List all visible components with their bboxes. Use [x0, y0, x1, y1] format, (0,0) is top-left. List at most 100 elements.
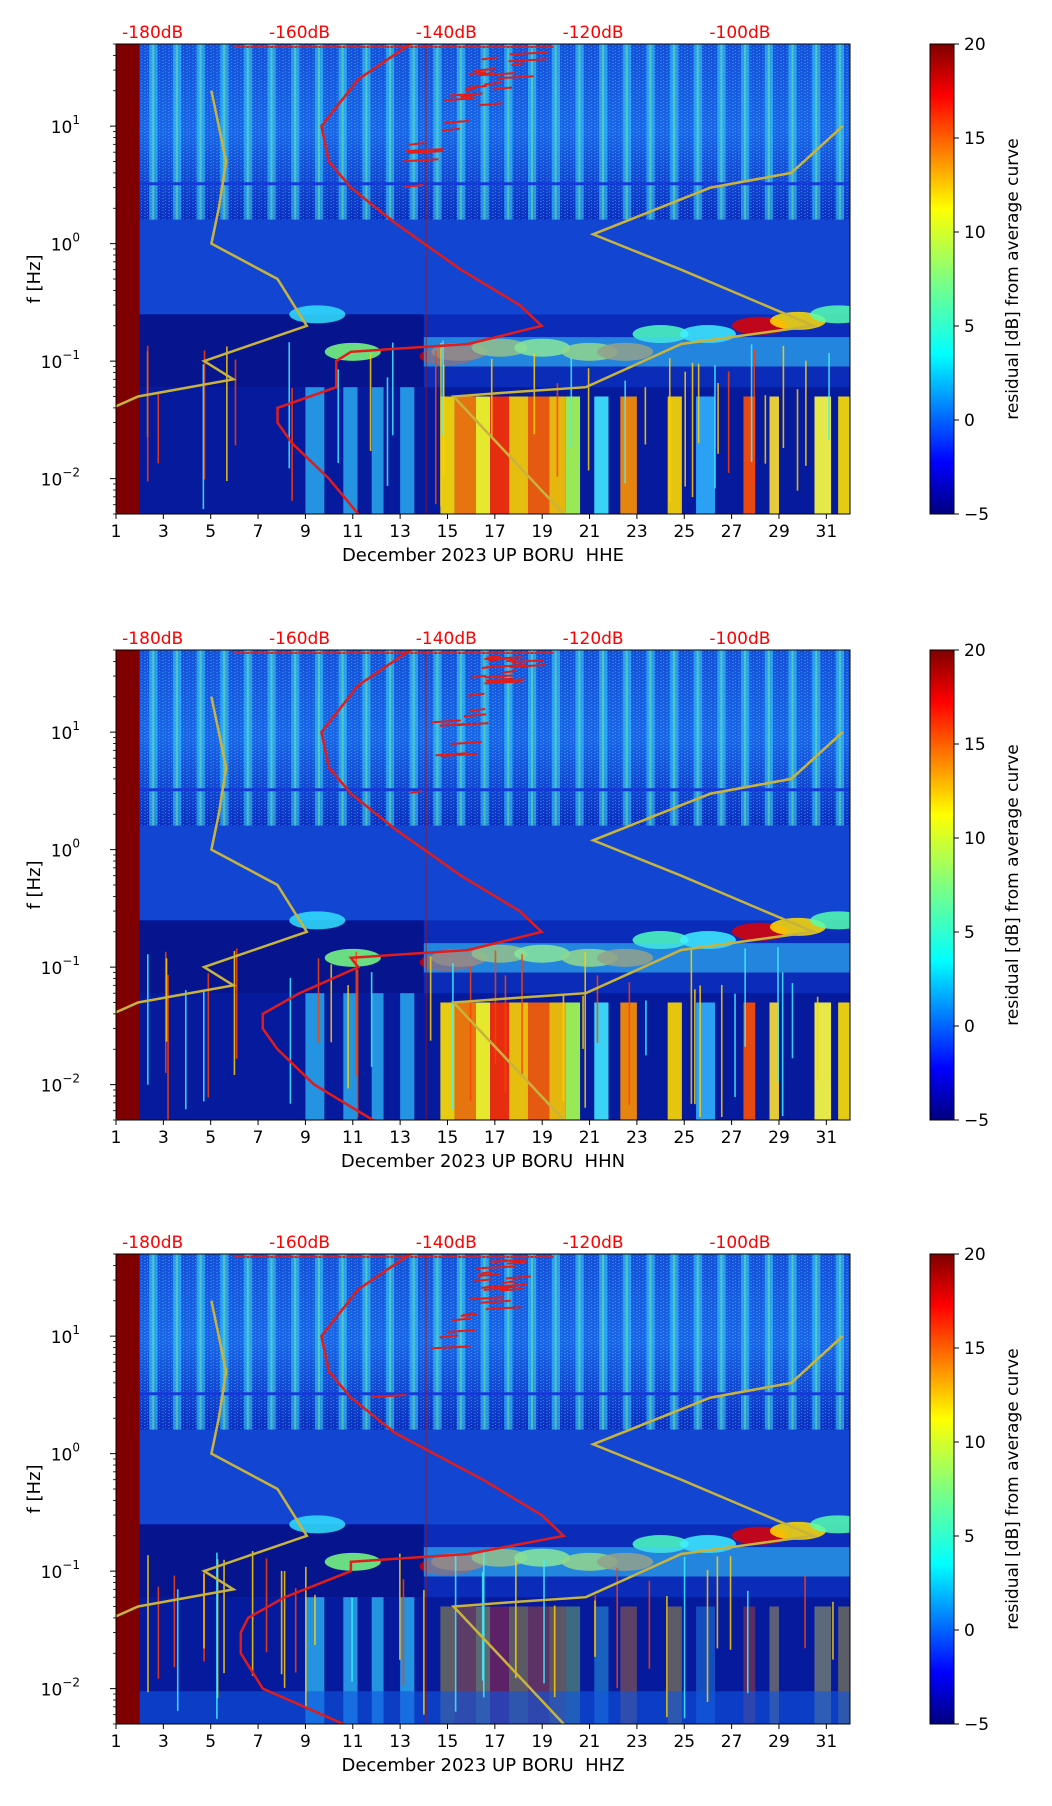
- red-curve-scatter: [502, 669, 517, 674]
- red-curve-scatter: [484, 81, 502, 86]
- y-tick-label: 100: [51, 1441, 80, 1466]
- daily-noise-stripe-core: [507, 44, 510, 220]
- x-tick-label: 7: [253, 1128, 264, 1148]
- red-curve-scatter: [505, 658, 517, 663]
- daily-noise-stripe: [267, 1254, 276, 1430]
- red-curve-scatter: [431, 719, 461, 724]
- transient-spike: [234, 359, 237, 446]
- red-curve-scatter: [492, 86, 513, 91]
- daily-noise-stripe: [409, 650, 418, 826]
- colorbar-tick-label: 0: [964, 1017, 975, 1037]
- x-tick-label: 29: [768, 1732, 790, 1752]
- daily-noise-stripe: [599, 44, 608, 220]
- daily-noise-stripe-core: [625, 44, 628, 220]
- daily-noise-stripe-core: [412, 44, 415, 220]
- red-curve-scatter: [486, 664, 525, 669]
- daily-noise-stripe: [670, 1254, 679, 1430]
- daily-noise-stripe-core: [720, 44, 723, 220]
- colorbar-label: residual [dB] from average curve: [1003, 1348, 1023, 1629]
- daily-noise-stripe-core: [578, 1254, 581, 1430]
- daily-noise-stripe-core: [602, 650, 605, 826]
- storm-column: [769, 1002, 779, 1120]
- x-tick-label: 31: [816, 1732, 838, 1752]
- daily-noise-stripe: [291, 650, 300, 826]
- storm-column: [743, 1606, 756, 1724]
- daily-noise-stripe-core: [791, 1254, 794, 1430]
- daily-noise-stripe: [149, 1254, 158, 1430]
- top-db-tick-label: -120dB: [563, 629, 624, 649]
- spectrogram: [116, 44, 850, 514]
- transient-spike: [734, 993, 736, 1097]
- red-curve-scatter: [474, 1278, 492, 1283]
- daily-noise-stripe-core: [223, 44, 226, 220]
- red-curve-scatter: [500, 1285, 515, 1290]
- transient-spike: [666, 1596, 668, 1718]
- red-curve-scatter: [403, 158, 439, 163]
- daily-noise-stripe: [575, 650, 584, 826]
- colorbar-tick-label: 10: [964, 223, 986, 243]
- top-db-tick-label: -160dB: [269, 1233, 330, 1253]
- red-curve-scatter: [441, 127, 460, 132]
- transient-spike: [347, 985, 349, 1089]
- red-curve-scatter: [440, 752, 478, 757]
- transient-spike: [157, 1586, 160, 1679]
- daily-noise-stripe-core: [270, 44, 273, 220]
- daily-noise-stripe-core: [767, 44, 770, 220]
- x-axis-label: December 2023 UP BORU HHE: [342, 545, 624, 566]
- top-db-tick-label: -120dB: [563, 23, 624, 43]
- daily-noise-stripe: [622, 1254, 631, 1430]
- transient-spike: [668, 358, 671, 503]
- x-tick-label: 9: [300, 1128, 311, 1148]
- y-tick-base: 10: [41, 959, 63, 979]
- x-tick-label: 27: [721, 1128, 743, 1148]
- yellow-model-curve-right: [450, 125, 844, 514]
- transient-spike: [781, 972, 784, 1117]
- daily-noise-stripe: [670, 650, 679, 826]
- colorbar-tick-label: 15: [964, 735, 986, 755]
- storm-column: [565, 396, 581, 514]
- transient-spike: [616, 1568, 619, 1689]
- daily-noise-stripe: [456, 650, 466, 826]
- transient-spike: [648, 1580, 651, 1669]
- daily-noise-stripe-core: [294, 1254, 297, 1430]
- yellow-model-curve-right: [450, 731, 844, 1120]
- top-db-tick-label: -140dB: [416, 1233, 477, 1253]
- daily-noise-stripe: [646, 1254, 655, 1430]
- daily-noise-stripe-core: [341, 44, 344, 220]
- daily-noise-stripe: [835, 1254, 845, 1430]
- daily-noise-stripe: [812, 44, 821, 220]
- y-tick-exponent: 1: [72, 1323, 80, 1337]
- x-tick-label: 3: [158, 1128, 169, 1148]
- transient-spike: [157, 392, 160, 464]
- x-tick-label: 29: [768, 522, 790, 542]
- storm-column: [814, 1002, 832, 1120]
- daily-noise-stripe: [480, 650, 489, 826]
- y-tick-exponent: −2: [62, 1676, 80, 1690]
- daily-noise-stripe: [551, 44, 560, 220]
- transient-spike: [370, 972, 373, 1067]
- transient-spike: [624, 380, 626, 484]
- transient-spike: [587, 368, 590, 471]
- daily-noise-stripe: [835, 44, 845, 220]
- red-curve-scatter: [484, 674, 513, 679]
- low-frequency-column: [371, 387, 384, 514]
- red-curve-scatter: [478, 1270, 492, 1275]
- colorbar: [929, 649, 955, 1121]
- transient-spike: [147, 954, 149, 1085]
- transient-spike: [207, 973, 210, 1098]
- storm-column: [565, 1002, 581, 1120]
- daily-noise-stripe: [717, 1254, 726, 1430]
- transient-spike: [746, 1590, 749, 1694]
- red-psd-curve: [261, 650, 545, 1120]
- daily-noise-stripe-core: [791, 44, 794, 220]
- red-curve-scatter: [484, 680, 522, 685]
- daily-noise-stripe: [575, 44, 584, 220]
- y-tick-label: 100: [51, 837, 80, 862]
- daily-noise-stripe: [693, 650, 703, 826]
- storm-column: [838, 1002, 850, 1120]
- transient-spike: [165, 958, 168, 1042]
- x-tick-label: 15: [437, 522, 459, 542]
- spectrogram: [116, 650, 850, 1120]
- transient-spike: [202, 364, 205, 510]
- red-curve-scatter: [447, 1329, 476, 1334]
